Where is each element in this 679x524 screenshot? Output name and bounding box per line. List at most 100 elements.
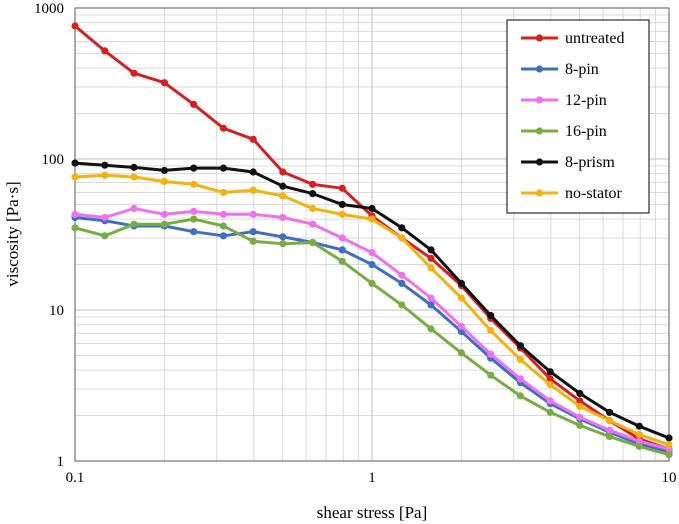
data-point-12-pin: [546, 397, 554, 405]
data-point-untreated: [546, 375, 554, 383]
data-point-untreated: [71, 22, 79, 30]
data-point-16-pin: [457, 349, 466, 357]
data-point-16-pin: [368, 279, 376, 288]
data-point-8-prism: [665, 434, 673, 442]
data-point-12-pin: [635, 437, 643, 445]
data-point-no-stator: [101, 171, 109, 179]
data-point-untreated: [249, 135, 257, 143]
y-tick-label: 100: [42, 152, 65, 168]
data-point-no-stator: [457, 294, 466, 302]
data-point-8-prism: [338, 200, 346, 209]
data-point-8-prism: [219, 164, 228, 172]
data-point-8-prism: [546, 368, 554, 376]
data-point-8-pin: [398, 279, 406, 288]
data-point-8-prism: [130, 163, 138, 171]
series-8-prism: [71, 159, 673, 442]
data-point-16-pin: [546, 408, 554, 416]
data-point-untreated: [160, 79, 169, 87]
legend-box: [506, 19, 650, 214]
data-point-8-prism: [249, 168, 257, 176]
data-point-16-pin: [635, 442, 643, 450]
data-point-12-pin: [101, 213, 109, 222]
legend-item-12-pin: 12-pin: [521, 92, 607, 109]
data-point-no-stator: [338, 210, 346, 218]
legend-label: 8-pin: [565, 61, 599, 78]
data-point-12-pin: [576, 413, 584, 421]
data-point-16-pin: [101, 232, 109, 240]
data-point-12-pin: [279, 213, 287, 222]
data-point-untreated: [130, 69, 138, 77]
data-point-12-pin: [516, 375, 525, 383]
data-point-no-stator: [130, 173, 138, 181]
data-point-8-pin: [190, 228, 198, 236]
series-16-pin: [71, 215, 673, 459]
data-point-no-stator: [516, 355, 525, 364]
data-point-16-pin: [665, 451, 673, 459]
legend-label: 16-pin: [565, 123, 607, 140]
data-point-no-stator: [160, 177, 169, 186]
legend-item-8-pin: 8-pin: [521, 61, 599, 78]
data-point-no-stator: [427, 264, 435, 272]
legend: untreated 8-pin 12-pin 16-pin 8-prism no-stat…: [506, 19, 650, 214]
data-point-8-prism: [457, 279, 466, 288]
legend-swatch-marker: [535, 127, 544, 135]
x-tick-label: 1: [368, 470, 376, 486]
x-tick-label: 0.1: [66, 470, 85, 486]
data-point-untreated: [190, 100, 198, 108]
data-point-16-pin: [576, 421, 584, 430]
data-point-8-pin: [338, 246, 346, 254]
data-point-8-prism: [368, 204, 376, 213]
data-point-8-prism: [576, 389, 584, 398]
data-point-16-pin: [427, 325, 435, 333]
y-tick-label: 1000: [34, 1, 64, 17]
data-point-8-pin: [279, 233, 287, 241]
data-point-8-prism: [606, 408, 614, 416]
data-point-12-pin: [606, 426, 614, 434]
legend-swatch-marker: [535, 34, 544, 42]
data-point-no-stator: [190, 180, 198, 188]
data-point-12-pin: [398, 271, 406, 279]
data-point-8-pin: [427, 301, 435, 309]
legend-swatch-marker: [535, 65, 544, 73]
legend-item-16-pin: 16-pin: [521, 123, 607, 140]
x-axis-title: shear stress [Pa]: [317, 503, 427, 522]
data-point-8-prism: [516, 342, 525, 350]
data-point-no-stator: [219, 188, 228, 197]
data-point-12-pin: [457, 322, 466, 330]
data-point-12-pin: [160, 210, 169, 218]
data-point-16-pin: [160, 220, 169, 228]
data-point-no-stator: [576, 402, 584, 410]
data-point-no-stator: [635, 430, 643, 439]
data-point-12-pin: [249, 210, 257, 218]
data-point-8-pin: [368, 260, 376, 269]
series-12-pin: [71, 204, 673, 453]
series-no-stator: [71, 171, 673, 449]
data-point-no-stator: [71, 173, 79, 181]
data-point-16-pin: [487, 371, 495, 379]
data-point-12-pin: [309, 220, 317, 228]
legend-item-no-stator: no-stator: [521, 185, 623, 202]
data-point-no-stator: [398, 234, 406, 242]
data-point-no-stator: [665, 441, 673, 449]
data-point-12-pin: [368, 248, 376, 257]
data-point-no-stator: [487, 327, 495, 335]
data-point-16-pin: [249, 237, 257, 245]
data-point-12-pin: [487, 350, 495, 358]
y-axis-title: viscosity [Pa·s]: [3, 181, 22, 286]
data-point-16-pin: [338, 257, 346, 265]
data-point-12-pin: [219, 210, 228, 218]
legend-label: 8-prism: [565, 154, 615, 171]
data-point-untreated: [338, 184, 346, 192]
data-point-8-prism: [101, 161, 109, 169]
data-point-8-prism: [309, 190, 317, 198]
data-point-16-pin: [71, 224, 79, 232]
data-point-no-stator: [279, 192, 287, 200]
data-point-8-prism: [190, 164, 198, 172]
data-point-16-pin: [279, 240, 287, 248]
data-point-8-prism: [635, 422, 643, 430]
legend-swatch-marker: [535, 158, 544, 166]
legend-label: untreated: [565, 30, 625, 47]
data-point-no-stator: [606, 417, 614, 425]
data-point-untreated: [576, 397, 584, 405]
series-layer: [71, 22, 673, 459]
